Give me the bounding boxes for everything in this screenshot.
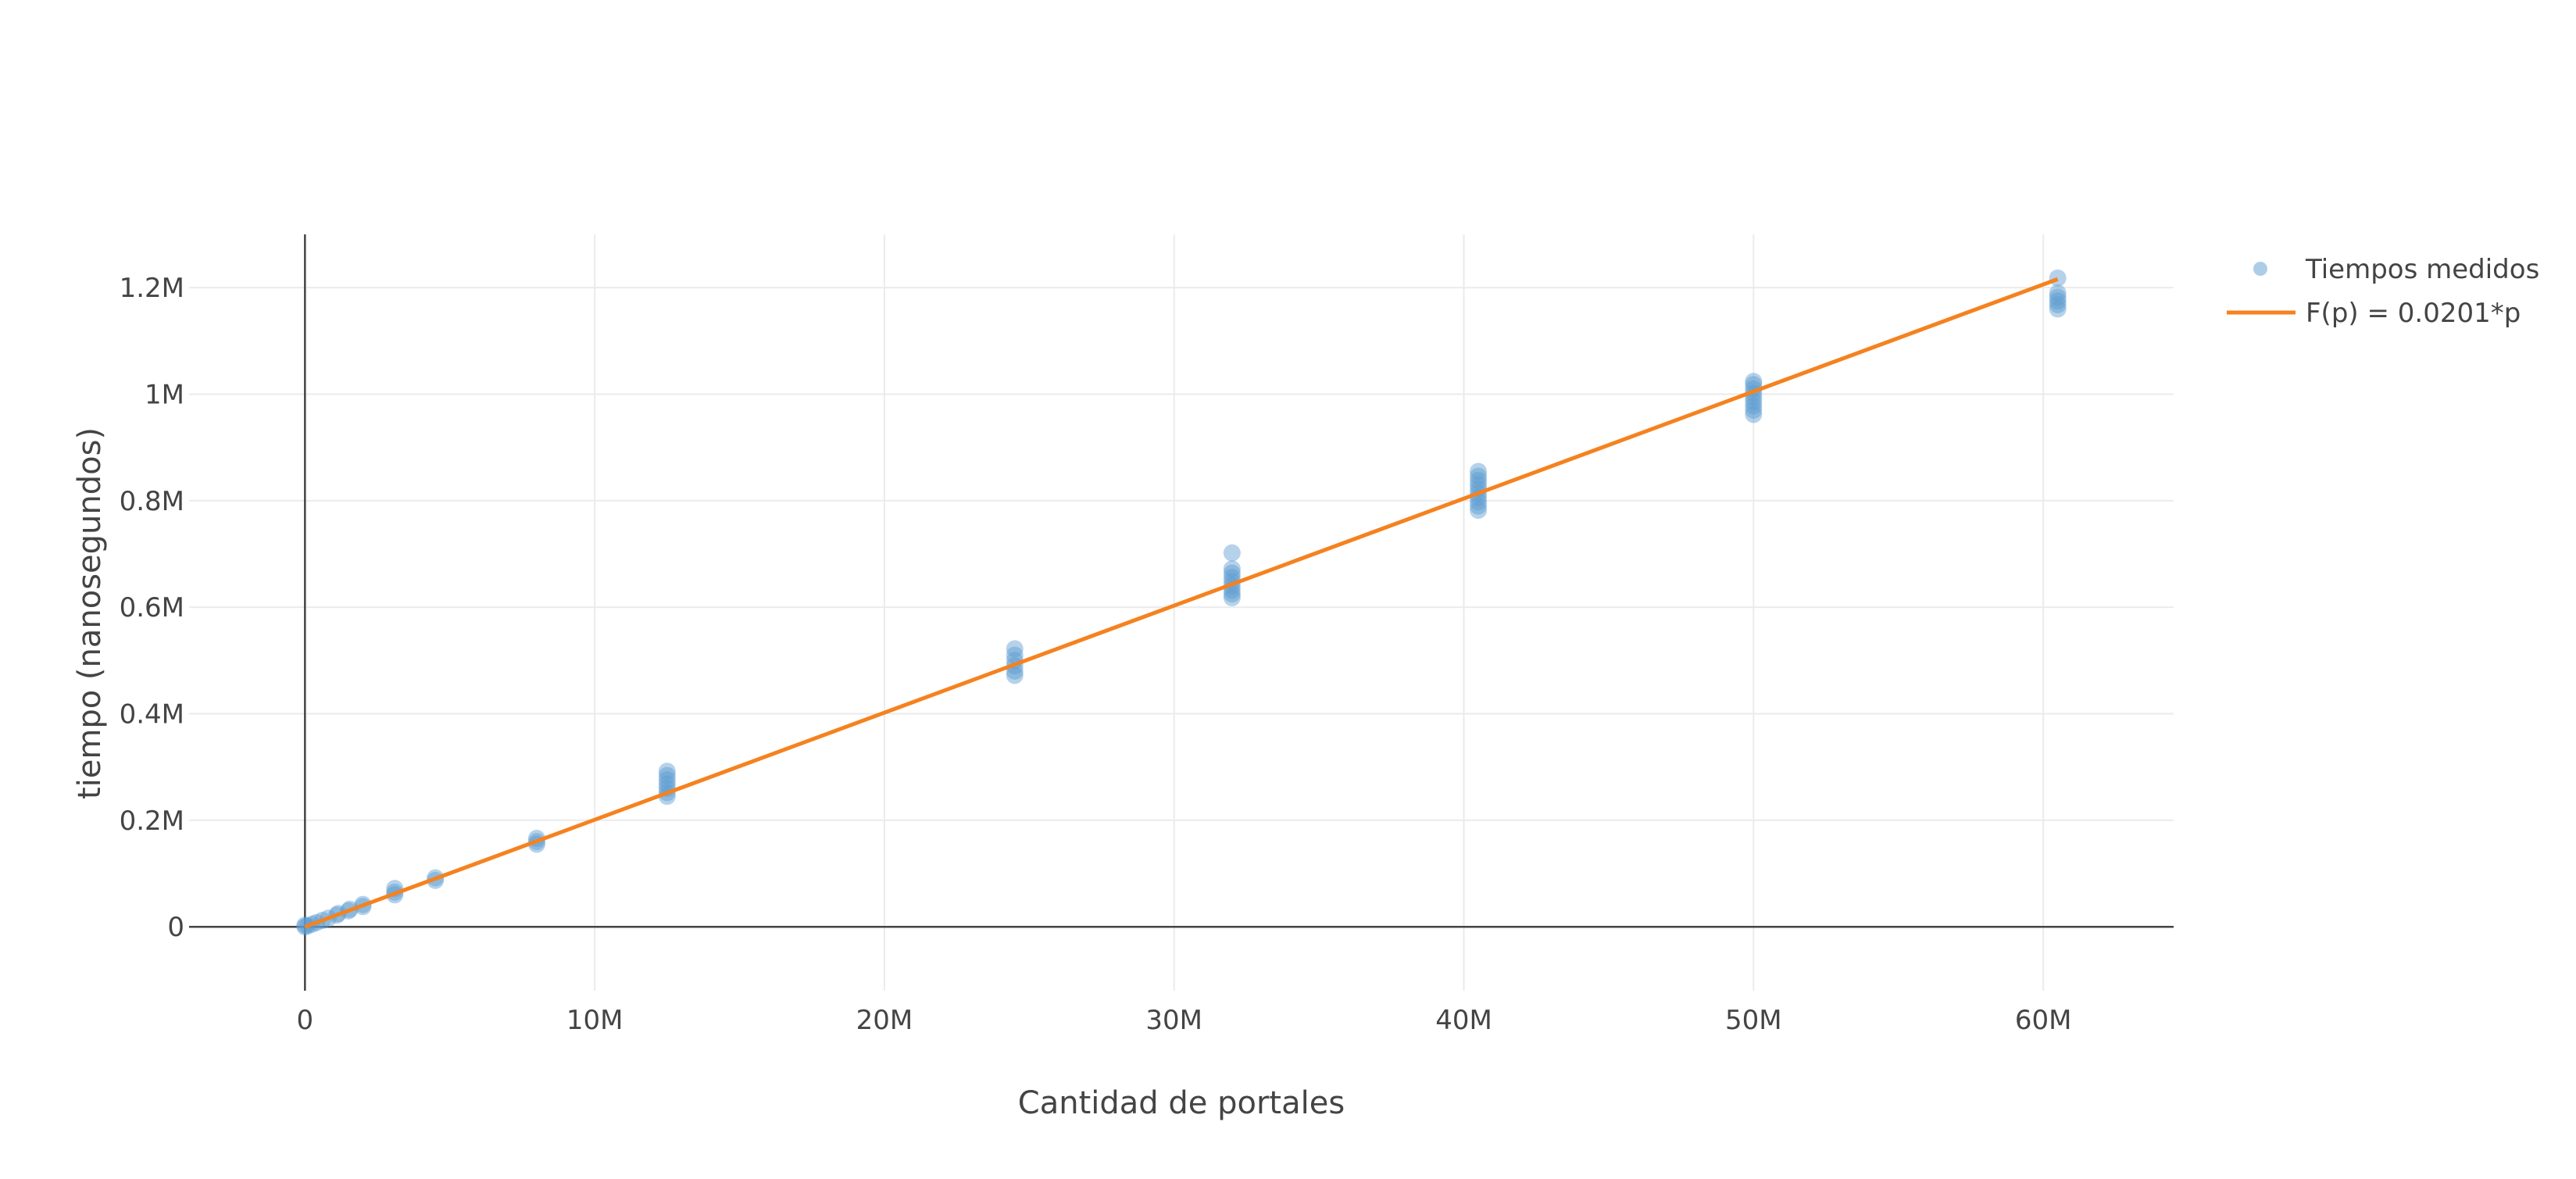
x-tick-label: 10M [566, 1005, 623, 1036]
data-point[interactable] [1745, 401, 1763, 419]
data-point[interactable] [1470, 497, 1488, 515]
y-tick-label: 0.4M [120, 699, 184, 731]
y-axis-ticks: 0 0.2M 0.4M 0.6M 0.8M 1M 1.2M [120, 273, 184, 943]
data-point[interactable] [1223, 588, 1241, 606]
y-tick-label: 1.2M [120, 273, 184, 304]
data-point[interactable] [1470, 502, 1488, 520]
x-tick-label: 30M [1145, 1005, 1202, 1036]
y-tick-label: 1M [145, 380, 184, 411]
y-axis-title: tiempo (nanosegundos) [72, 427, 108, 799]
data-point[interactable] [2049, 269, 2067, 287]
legend-item-measured[interactable]: Tiempos medidos [2253, 254, 2539, 285]
y-tick-label: 0.2M [120, 806, 184, 837]
data-point[interactable] [2049, 284, 2067, 302]
data-point[interactable] [1745, 373, 1763, 391]
x-tick-label: 0 [297, 1005, 314, 1036]
data-point[interactable] [2049, 295, 2067, 313]
y-tick-label: 0 [167, 912, 184, 943]
series-layer [296, 269, 2067, 936]
x-tick-label: 50M [1725, 1005, 1782, 1036]
series-fit-line[interactable] [304, 277, 2059, 929]
legend-label-fit: F(p) = 0.0201*p [2306, 298, 2521, 329]
data-point[interactable] [2049, 300, 2067, 318]
data-point[interactable] [2049, 288, 2067, 306]
legend-label-measured: Tiempos medidos [2305, 254, 2539, 285]
data-point[interactable] [658, 766, 676, 784]
zero-lines [189, 234, 2174, 991]
data-point[interactable] [1006, 666, 1024, 684]
x-axis-title: Cantidad de portales [1018, 1085, 1345, 1121]
data-point[interactable] [1223, 585, 1241, 603]
data-point[interactable] [658, 771, 676, 789]
x-axis-ticks: 0 10M 20M 30M 40M 50M 60M [297, 1005, 2072, 1036]
data-point[interactable] [1470, 467, 1488, 485]
data-point[interactable] [1006, 640, 1024, 658]
data-point[interactable] [1745, 397, 1763, 415]
data-point[interactable] [1470, 471, 1488, 489]
data-point[interactable] [1223, 560, 1241, 578]
data-point[interactable] [1470, 493, 1488, 511]
y-tick-label: 0.8M [120, 486, 184, 517]
data-point[interactable] [1470, 463, 1488, 481]
data-point[interactable] [658, 763, 676, 781]
legend: Tiempos medidos F(p) = 0.0201*p [2227, 254, 2539, 329]
y-tick-label: 0.6M [120, 592, 184, 623]
data-point[interactable] [1006, 646, 1024, 664]
data-point[interactable] [1745, 393, 1763, 411]
legend-marker-scatter [2253, 262, 2267, 276]
legend-item-fit[interactable]: F(p) = 0.0201*p [2227, 298, 2521, 329]
x-tick-label: 60M [2015, 1005, 2072, 1036]
data-point[interactable] [2049, 292, 2067, 310]
grid-lines [189, 234, 2174, 991]
x-tick-label: 20M [856, 1005, 913, 1036]
data-point[interactable] [658, 775, 676, 793]
data-point[interactable] [1223, 564, 1241, 582]
data-point[interactable] [1470, 476, 1488, 494]
data-point[interactable] [1223, 544, 1241, 562]
x-tick-label: 40M [1435, 1005, 1492, 1036]
data-point[interactable] [1745, 406, 1763, 423]
